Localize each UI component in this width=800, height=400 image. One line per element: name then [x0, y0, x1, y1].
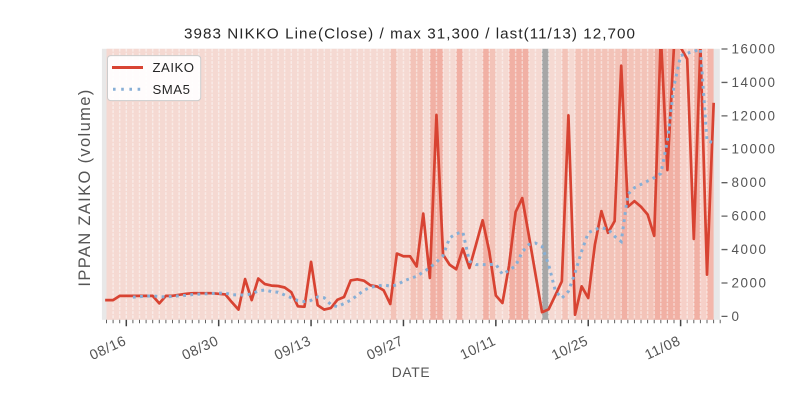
svg-text:2000: 2000 — [732, 275, 768, 290]
svg-text:4000: 4000 — [732, 242, 768, 257]
svg-text:8000: 8000 — [732, 175, 768, 190]
svg-text:14000: 14000 — [732, 75, 777, 90]
svg-text:10000: 10000 — [732, 142, 777, 157]
svg-text:SMA5: SMA5 — [153, 82, 191, 97]
svg-text:3983 NIKKO Line(Close) / max 3: 3983 NIKKO Line(Close) / max 31,300 / la… — [184, 26, 636, 43]
svg-text:0: 0 — [732, 309, 741, 324]
svg-text:IPPAN ZAIKO (volume): IPPAN ZAIKO (volume) — [76, 88, 94, 286]
svg-text:ZAIKO: ZAIKO — [153, 60, 195, 75]
svg-text:16000: 16000 — [732, 41, 777, 56]
svg-text:DATE: DATE — [392, 365, 431, 380]
svg-text:6000: 6000 — [732, 209, 768, 224]
svg-text:12000: 12000 — [732, 108, 777, 123]
